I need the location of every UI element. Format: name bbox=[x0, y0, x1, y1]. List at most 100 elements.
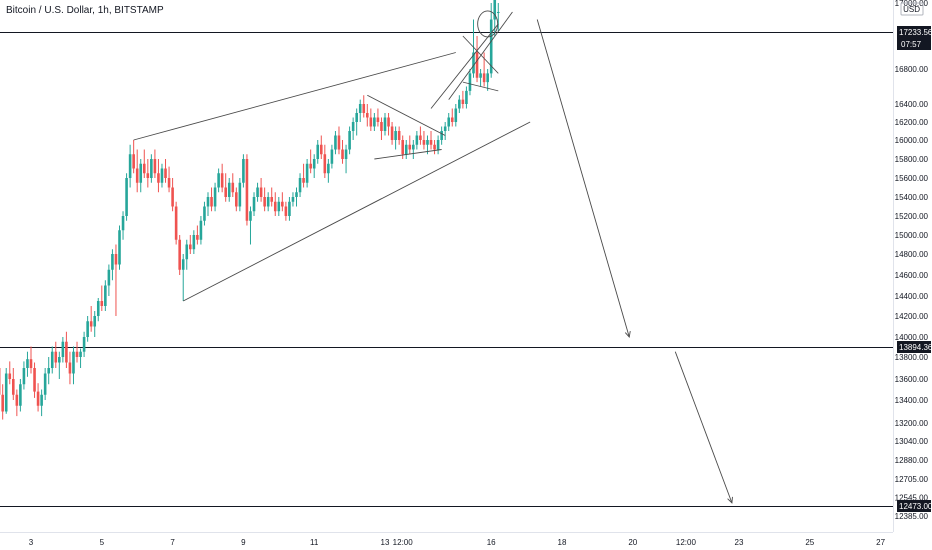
candle-body bbox=[185, 244, 189, 260]
candle bbox=[472, 19, 475, 78]
candle bbox=[327, 159, 330, 183]
candle bbox=[199, 216, 203, 245]
candle bbox=[235, 187, 238, 212]
candle bbox=[323, 144, 327, 178]
candle bbox=[458, 95, 461, 113]
candle bbox=[334, 131, 337, 155]
candle bbox=[465, 86, 468, 109]
trendline bbox=[133, 52, 456, 141]
level-price-tag: 13894.36 bbox=[897, 341, 932, 353]
candle bbox=[450, 108, 454, 127]
candle bbox=[404, 140, 408, 159]
candle-body bbox=[355, 113, 358, 122]
candle bbox=[412, 140, 415, 159]
candle-body bbox=[192, 235, 196, 250]
candle bbox=[196, 225, 199, 245]
price-tick-label: 12545.00 bbox=[895, 494, 929, 503]
candle bbox=[150, 154, 153, 183]
candle-body bbox=[100, 301, 104, 306]
candle bbox=[447, 113, 451, 131]
candle bbox=[302, 163, 305, 188]
candle-body bbox=[33, 368, 36, 392]
candle bbox=[238, 178, 242, 212]
candle-body bbox=[327, 163, 330, 174]
candle bbox=[125, 173, 128, 221]
candle-body bbox=[337, 135, 341, 150]
candle-body bbox=[482, 73, 486, 83]
candle-body bbox=[181, 259, 185, 270]
candle-body bbox=[465, 90, 468, 104]
candle-body bbox=[302, 178, 305, 183]
candle-body bbox=[422, 140, 426, 145]
candle-body bbox=[68, 362, 72, 374]
candle-body bbox=[231, 182, 235, 193]
candle bbox=[146, 159, 150, 188]
candle-body bbox=[447, 117, 451, 127]
price-tick-label: 17000.00 bbox=[895, 0, 929, 8]
candle bbox=[263, 187, 266, 212]
level-price-tag: 12473.00 bbox=[897, 500, 932, 512]
candle bbox=[72, 346, 75, 385]
price-tick-label: 15000.00 bbox=[895, 231, 929, 240]
candle-body bbox=[288, 201, 291, 216]
currency-box bbox=[900, 2, 924, 16]
candle-body bbox=[309, 163, 312, 169]
candle-body bbox=[475, 52, 479, 78]
candle bbox=[213, 182, 217, 212]
candle bbox=[111, 249, 114, 281]
candle bbox=[100, 285, 104, 311]
candle-body bbox=[174, 206, 178, 240]
candle bbox=[493, 0, 497, 36]
candle-body bbox=[270, 197, 274, 202]
candle-body bbox=[8, 373, 12, 379]
candle bbox=[312, 154, 316, 178]
candle-body bbox=[19, 384, 22, 406]
candle-body bbox=[281, 201, 284, 207]
price-tick-label: 14600.00 bbox=[895, 271, 929, 280]
level-tag-text: 17233.56 bbox=[899, 28, 932, 37]
price-tick-label: 12705.00 bbox=[895, 475, 929, 484]
candle-body bbox=[75, 351, 79, 357]
candle-body bbox=[496, 11, 500, 13]
candle-body bbox=[249, 211, 252, 221]
candle-body bbox=[334, 135, 337, 150]
candle bbox=[295, 187, 298, 207]
candle bbox=[249, 206, 252, 245]
candle-body bbox=[472, 52, 475, 74]
countdown-bg bbox=[897, 38, 931, 50]
candle bbox=[227, 178, 231, 202]
candle-body bbox=[242, 159, 245, 183]
candle bbox=[26, 351, 29, 377]
price-tick-label: 16000.00 bbox=[895, 136, 929, 145]
candle bbox=[54, 341, 58, 368]
trendline bbox=[183, 121, 531, 302]
candle-body bbox=[79, 351, 82, 357]
price-tick-label: 15800.00 bbox=[895, 155, 929, 164]
candle-body bbox=[284, 206, 288, 216]
candle-body bbox=[199, 220, 203, 240]
candle-body bbox=[58, 357, 61, 363]
candle bbox=[373, 113, 376, 131]
candle-body bbox=[61, 341, 65, 357]
candle bbox=[468, 69, 472, 96]
candle bbox=[369, 108, 373, 131]
time-tick-label: 16 bbox=[487, 538, 496, 547]
candle bbox=[266, 192, 270, 212]
candle bbox=[203, 201, 206, 226]
candle bbox=[36, 383, 40, 412]
candle bbox=[61, 337, 65, 363]
candle-body bbox=[351, 122, 355, 131]
candle bbox=[189, 235, 192, 254]
candle bbox=[348, 126, 351, 155]
candle bbox=[153, 149, 157, 178]
candle-body bbox=[40, 394, 43, 406]
candle bbox=[479, 69, 482, 87]
candle-body bbox=[493, 0, 497, 20]
candle-body bbox=[65, 341, 68, 363]
candle bbox=[75, 341, 79, 363]
price-tick-label: 15600.00 bbox=[895, 174, 929, 183]
candle bbox=[4, 368, 8, 414]
candle-body bbox=[376, 117, 380, 122]
price-tick-label: 13800.00 bbox=[895, 353, 929, 362]
